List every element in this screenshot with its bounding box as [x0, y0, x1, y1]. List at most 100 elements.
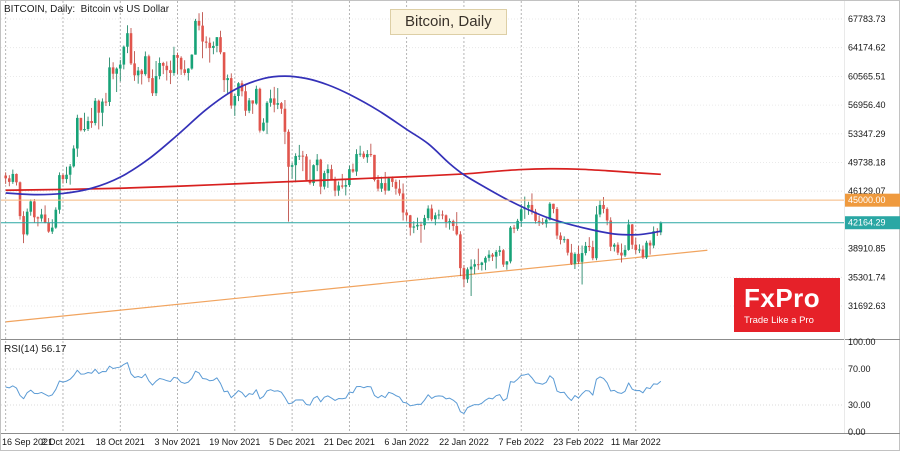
candle — [516, 218, 519, 231]
fxpro-logo: FxPro Trade Like a Pro — [734, 278, 840, 332]
candle — [33, 198, 36, 223]
candle — [111, 62, 115, 80]
candle — [22, 211, 25, 244]
candle — [566, 238, 570, 256]
candle — [11, 169, 15, 184]
candle — [25, 208, 29, 236]
candle — [494, 249, 498, 269]
candle — [212, 41, 215, 55]
date-label: 18 Oct 2021 — [96, 437, 145, 447]
candle — [129, 28, 133, 65]
candle — [398, 179, 401, 196]
candle — [101, 98, 104, 127]
candle — [448, 218, 451, 230]
candle — [118, 59, 122, 82]
candle — [290, 162, 294, 179]
candle — [391, 176, 394, 188]
candle — [4, 172, 7, 184]
candle — [441, 210, 444, 220]
candle — [362, 151, 365, 159]
ma-slow-line — [5, 167, 661, 192]
candle — [623, 245, 627, 258]
candle — [287, 129, 290, 222]
rsi-axis-label: 0.00 — [848, 427, 866, 437]
candle — [358, 145, 362, 157]
candle — [147, 54, 151, 83]
candle — [208, 37, 212, 63]
candle — [301, 150, 305, 172]
candle — [265, 101, 269, 135]
candle — [559, 232, 562, 245]
rsi-axis-label: 100.00 — [848, 337, 876, 347]
candle — [161, 61, 165, 75]
candle — [573, 252, 577, 269]
support-trendline[interactable] — [5, 249, 708, 323]
date-label: 7 Feb 2022 — [498, 437, 544, 447]
price-axis-label: 38910.85 — [848, 244, 886, 254]
candle — [383, 171, 387, 195]
date-label: 5 Dec 2021 — [269, 437, 315, 447]
candle — [233, 94, 237, 116]
candle — [255, 85, 258, 105]
candle — [394, 179, 398, 195]
candle — [154, 61, 158, 97]
candle — [276, 88, 280, 110]
candle — [93, 97, 97, 126]
candle — [219, 30, 222, 55]
candle — [434, 212, 437, 226]
price-axis-label: 64174.62 — [848, 43, 886, 53]
candle — [630, 224, 634, 250]
candle — [598, 200, 602, 218]
candle — [534, 208, 537, 224]
candle — [237, 82, 240, 102]
price-level-badge — [845, 193, 900, 207]
candle — [416, 217, 419, 230]
symbol-label: BITCOIN, Daily: Bitcoin vs US Dollar — [4, 4, 170, 15]
date-label: 6 Jan 2022 — [384, 437, 429, 447]
candles-layer — [4, 12, 663, 297]
date-label: 22 Jan 2022 — [439, 437, 489, 447]
candle — [408, 214, 412, 236]
price-axis-label: 53347.29 — [848, 129, 886, 139]
candle — [487, 250, 491, 262]
candle — [65, 166, 68, 184]
candle — [469, 259, 473, 297]
price-axis-label: 60565.51 — [848, 71, 886, 81]
candle — [451, 219, 455, 231]
candle — [222, 52, 226, 93]
candle — [226, 74, 229, 94]
candle — [158, 57, 161, 80]
candle — [294, 153, 297, 183]
candle — [473, 259, 476, 275]
candle — [548, 202, 552, 221]
price-axis-label: 56956.40 — [848, 100, 886, 110]
price-axis-label: 49738.18 — [848, 158, 886, 168]
candle — [562, 236, 566, 243]
candle — [412, 221, 416, 234]
candle — [527, 201, 530, 215]
price-axis-label: 35301.74 — [848, 272, 886, 282]
candle — [401, 183, 405, 221]
rsi-indicator-label: RSI(14) 56.17 — [4, 344, 67, 355]
candle — [502, 249, 505, 267]
candle — [190, 54, 194, 70]
candle — [272, 86, 276, 113]
candle — [620, 243, 623, 263]
candle — [491, 253, 494, 262]
candle — [262, 118, 265, 132]
candle — [72, 145, 76, 168]
candle — [104, 92, 108, 106]
candle — [280, 101, 283, 114]
candle — [186, 68, 190, 81]
rsi-line — [5, 362, 662, 415]
candle — [430, 204, 434, 222]
candle — [616, 242, 620, 256]
candle — [602, 196, 605, 214]
candle — [179, 56, 183, 75]
candle — [151, 69, 154, 97]
candle — [29, 199, 33, 216]
candle — [165, 61, 169, 81]
candle — [348, 165, 351, 188]
candle — [437, 209, 441, 220]
